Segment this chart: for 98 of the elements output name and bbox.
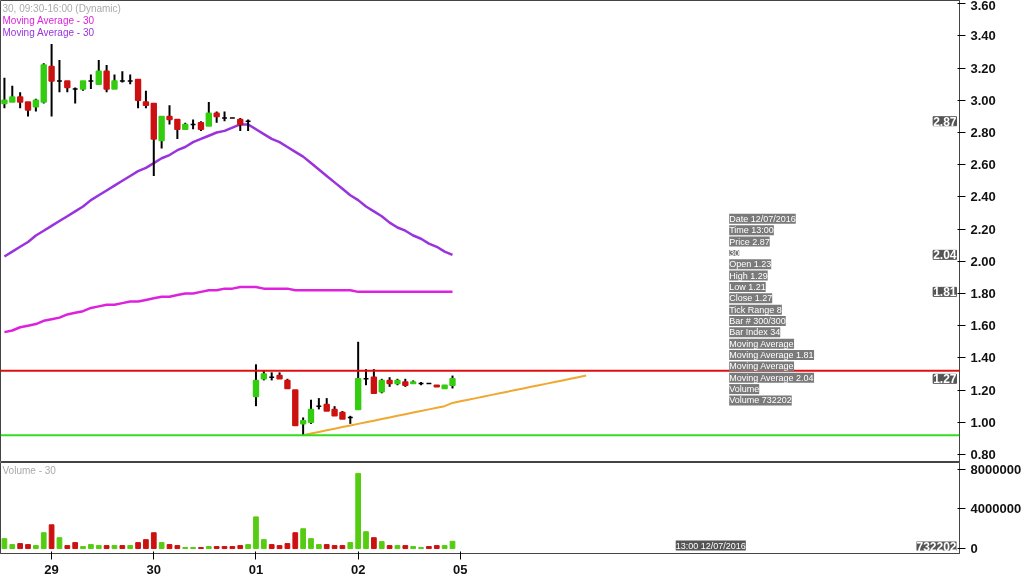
chart-title: Volume - 30 — [2, 464, 57, 476]
y-tick-label: 3.40 — [970, 28, 996, 44]
annotation: Bar Index 34 — [729, 327, 781, 338]
x-tick-label: 02 — [350, 561, 366, 576]
annotation: High 1.29 — [729, 270, 768, 281]
x-tick-label: 30 — [146, 561, 162, 576]
annotation: Low 1.21 — [729, 281, 766, 292]
bar — [237, 545, 244, 550]
annotation: Volume — [729, 384, 760, 395]
bar — [127, 545, 134, 550]
candlestick — [370, 368, 378, 395]
bar — [17, 543, 24, 550]
bar — [355, 472, 362, 550]
bar — [111, 545, 118, 550]
bar — [268, 544, 275, 550]
y-tick-label: 4000000 — [970, 501, 1022, 517]
annotation: Volume 732202 — [729, 395, 792, 406]
text: Moving Average - 30 — [2, 26, 95, 38]
bar — [253, 516, 259, 550]
y-tick-label: 1.60 — [970, 318, 996, 334]
y-tick-label: 3.00 — [970, 92, 996, 108]
bar — [95, 545, 102, 550]
bar — [40, 532, 47, 550]
bar — [1, 538, 8, 550]
bar — [433, 545, 440, 550]
candlestick — [252, 363, 260, 408]
bar — [64, 545, 71, 550]
annotation: 2.04 — [933, 248, 957, 263]
annotation: 732202 — [916, 539, 957, 554]
bar — [56, 537, 63, 550]
y-tick-label: 3.20 — [970, 60, 996, 76]
bar — [158, 542, 165, 550]
bar — [103, 545, 110, 550]
y-tick-label: 8000000 — [970, 461, 1022, 477]
bar — [119, 545, 126, 550]
bar — [88, 544, 94, 550]
y-tick-label: 0 — [970, 541, 978, 557]
line-series — [3, 285, 454, 334]
annotation: Close 1.27 — [729, 293, 773, 304]
candlestick — [134, 78, 142, 110]
annotation: Moving Average — [729, 361, 794, 372]
bar — [33, 545, 39, 550]
bar — [25, 544, 31, 550]
annotation: Moving Average 2.04 — [729, 372, 814, 383]
y-tick-label: 1.80 — [970, 285, 996, 301]
candlestick — [307, 398, 315, 425]
y-tick-label: 1.40 — [970, 350, 996, 366]
y-tick-label: 2.20 — [970, 221, 996, 237]
candlestick — [205, 100, 212, 128]
bar — [260, 539, 267, 550]
annotation: Open 1.23 — [729, 259, 772, 270]
y-tick-label: 2.80 — [970, 125, 996, 140]
annotation: 13:00 12/07/2016 — [675, 540, 746, 551]
annotation: Moving Average — [729, 338, 794, 349]
bar — [150, 532, 157, 550]
bar — [245, 544, 251, 550]
bar — [300, 528, 306, 550]
candlestick — [48, 42, 55, 118]
y-tick-label: 3.60 — [970, 0, 996, 13]
bar — [378, 541, 385, 550]
bar — [143, 539, 149, 550]
bar — [135, 542, 141, 550]
annotation: Tick Range 8 — [729, 304, 782, 315]
annotation: Time 13:00 — [729, 225, 774, 236]
x-tick-label: 01 — [248, 561, 264, 576]
bar — [394, 545, 401, 550]
annotation: 30 — [729, 247, 740, 258]
annotation: Date 12/07/2016 — [729, 213, 796, 224]
bar — [72, 542, 79, 550]
bar — [371, 537, 377, 550]
annotation: Bar # 300/300 — [729, 315, 786, 326]
bar — [402, 545, 409, 550]
annotation: Moving Average 1.81 — [729, 350, 814, 361]
x-tick-label: 29 — [44, 561, 59, 576]
y-tick-label: 1.20 — [970, 382, 996, 398]
bar — [386, 545, 393, 550]
bar — [323, 544, 330, 550]
candlestick — [95, 59, 102, 86]
x-tick-label: 05 — [453, 561, 468, 576]
text: Moving Average - 30 — [2, 14, 95, 26]
bar — [347, 542, 354, 550]
y-tick-label: 1.00 — [970, 414, 996, 430]
y-tick-label: 2.40 — [970, 189, 996, 205]
annotation: Price 2.87 — [729, 236, 770, 247]
bar — [292, 532, 299, 550]
annotation: 1.81 — [933, 285, 957, 300]
bar — [316, 544, 322, 550]
bar — [308, 538, 314, 550]
bar — [9, 544, 16, 550]
bar — [48, 524, 55, 550]
chart-title: 30, 09:30-16:00 (Dynamic) — [2, 2, 121, 14]
y-tick-label: 2.60 — [970, 157, 996, 173]
annotation: 1.27 — [933, 372, 957, 387]
bar — [363, 531, 369, 550]
annotation: 2.87 — [933, 114, 957, 129]
candlestick — [103, 63, 110, 94]
y-tick-label: 2.00 — [970, 253, 996, 269]
y-tick-label: 0.80 — [970, 446, 996, 462]
